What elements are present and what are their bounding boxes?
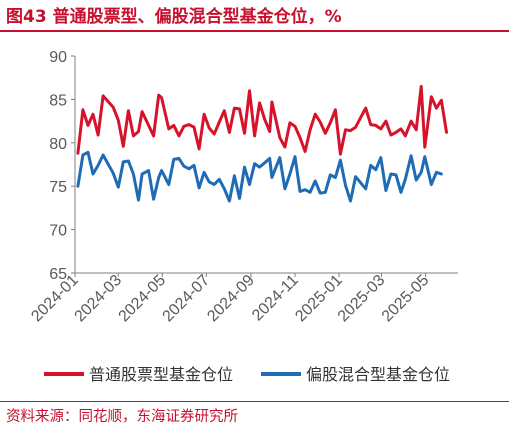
y-tick-label: 65	[49, 266, 67, 283]
x-tick-label: 2024-11	[249, 272, 302, 325]
line-chart: 6570758085902024-012024-032024-052024-07…	[28, 49, 458, 384]
y-tick-label: 70	[49, 223, 67, 240]
axes: 6570758085902024-012024-032024-052024-07…	[28, 49, 458, 325]
series-lines	[76, 84, 448, 203]
x-tick-label: 2024-03	[72, 272, 126, 326]
x-tick-label: 2024-05	[116, 272, 170, 326]
x-tick-label: 2024-09	[204, 272, 258, 326]
series-line-1	[76, 84, 448, 156]
y-tick-label: 75	[49, 179, 67, 196]
legend: 普通股票型基金仓位 偏股混合型基金仓位	[44, 365, 450, 384]
title-underline	[0, 30, 509, 32]
footer-rule	[0, 401, 509, 402]
y-tick-label: 90	[49, 49, 67, 66]
y-tick-label: 80	[49, 136, 67, 153]
series-line-2	[76, 150, 443, 203]
legend-label-2: 偏股混合型基金仓位	[306, 365, 450, 384]
x-tick-label: 2024-07	[160, 272, 214, 326]
chart-title: 图43 普通股票型、偏股混合型基金仓位，%	[6, 7, 342, 27]
x-tick-label: 2025-03	[335, 272, 389, 326]
legend-label-1: 普通股票型基金仓位	[89, 365, 233, 384]
source-note: 资料来源：同花顺，东海证券研究所	[6, 409, 238, 425]
y-tick-label: 85	[49, 92, 67, 109]
x-tick-label: 2025-05	[379, 272, 433, 326]
